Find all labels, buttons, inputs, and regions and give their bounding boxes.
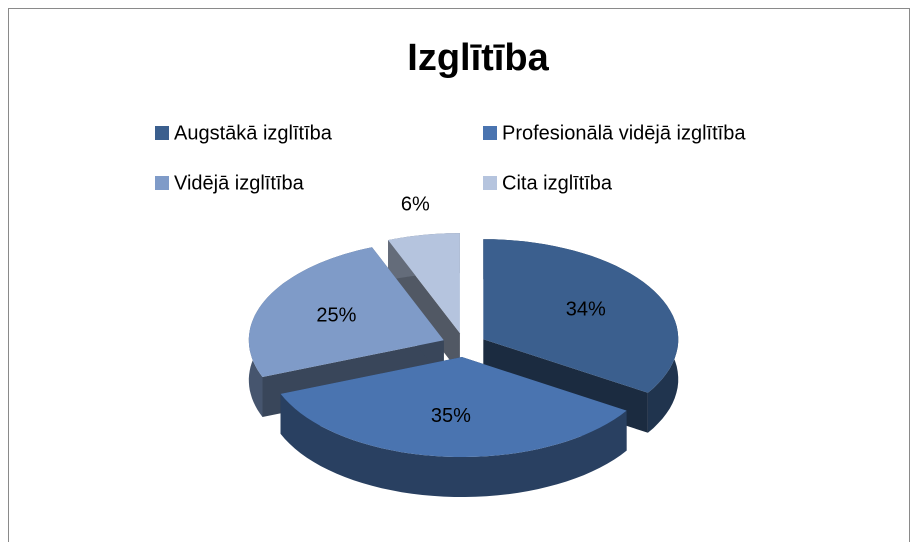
slice [280, 357, 627, 457]
legend-label: Profesionālā vidējā izglītība [502, 122, 746, 144]
legend-label: Vidējā izglītība [174, 172, 305, 194]
data-label: 35% [431, 405, 471, 427]
legend-label: Cita izglītība [502, 172, 613, 194]
legend-swatch [483, 126, 497, 140]
slice [483, 239, 679, 393]
data-label: 34% [566, 299, 606, 321]
slice-side [280, 393, 627, 497]
legend-label: Augstākā izglītība [174, 122, 333, 144]
legend-swatch [155, 126, 169, 140]
legend-swatch [483, 176, 497, 190]
data-label: 6% [401, 194, 430, 216]
legend-swatch [155, 176, 169, 190]
slice [388, 233, 460, 334]
data-label: 25% [316, 305, 356, 327]
slice [248, 247, 444, 377]
chart-title: Izglītība [407, 37, 549, 79]
